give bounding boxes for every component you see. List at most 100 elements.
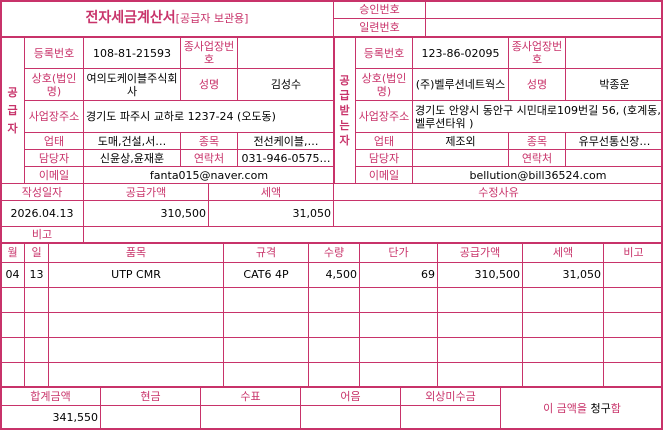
- item-month: [0, 361, 25, 388]
- approval-label: 승인번호: [333, 0, 426, 19]
- item-tax: [522, 361, 604, 388]
- sub-no-label: 종사업장번호: [180, 37, 238, 69]
- supplier-reg-no: 108-81-21593: [83, 37, 181, 69]
- receiver-biz-type: 제조외: [412, 132, 509, 150]
- credit-amount: [400, 404, 501, 430]
- cash-amount: [100, 404, 201, 430]
- supplier-biz-type: 도매,건설,서…: [83, 132, 181, 150]
- page-title: 전자세금계산서[공급자 보관용]: [0, 0, 334, 38]
- serial-value: [425, 18, 663, 38]
- item-tax: [522, 336, 604, 363]
- contact-label: 담당자: [355, 149, 413, 167]
- item-spec: CAT6 4P: [223, 261, 309, 288]
- item-row: [0, 311, 663, 338]
- item-qty: [308, 311, 360, 338]
- total-header: 합계금액: [0, 386, 101, 406]
- biz-item-label: 종목: [508, 132, 566, 150]
- check-header: 수표: [200, 386, 301, 406]
- address-label: 사업장주소: [355, 100, 413, 133]
- receiver-contact: [412, 149, 509, 167]
- col-day: 일: [24, 242, 49, 263]
- item-qty: [308, 361, 360, 388]
- reason-header: 수정사유: [333, 183, 663, 201]
- item-note: [603, 336, 663, 363]
- item-note: [603, 311, 663, 338]
- supplier-phone: 031-946-0575…: [237, 149, 335, 167]
- col-month: 월: [0, 242, 25, 263]
- item-day: [24, 311, 49, 338]
- items-header-row: 월 일 품목 규격 수량 단가 공급가액 세액 비고: [0, 242, 663, 263]
- receiver-address: 경기도 안양시 동안구 시민대로109번길 56, (호계동,벨루션타워 ): [412, 100, 663, 133]
- item-qty: [308, 286, 360, 313]
- receiver-biz-item: 유무선통신장…: [565, 132, 663, 150]
- biz-item-label: 종목: [180, 132, 238, 150]
- item-tax: [522, 286, 604, 313]
- date-header: 작성일자: [0, 183, 84, 201]
- tax-amount: 31,050: [208, 200, 334, 227]
- item-item: [48, 336, 224, 363]
- totals-table: 합계금액 현금 수표 어음 외상미수금 이 금액을 청구함 341,550: [0, 386, 663, 430]
- supplier-sub-no: [237, 37, 335, 69]
- item-unit-price: [359, 311, 438, 338]
- item-row: [0, 286, 663, 313]
- item-item: UTP CMR: [48, 261, 224, 288]
- biz-type-label: 업태: [24, 132, 84, 150]
- item-note: [603, 361, 663, 388]
- supplier-contact: 신윤상,윤재훈: [83, 149, 181, 167]
- item-spec: [223, 361, 309, 388]
- item-month: [0, 286, 25, 313]
- col-note: 비고: [603, 242, 663, 263]
- serial-label: 일련번호: [333, 18, 426, 38]
- biz-type-label: 업태: [355, 132, 413, 150]
- cash-header: 현금: [100, 386, 201, 406]
- item-supply: [437, 336, 523, 363]
- supplier-email: fanta015@naver.com: [83, 166, 335, 184]
- item-supply: [437, 361, 523, 388]
- item-month: [0, 336, 25, 363]
- item-unit-price: 69: [359, 261, 438, 288]
- item-item: [48, 286, 224, 313]
- item-qty: [308, 336, 360, 363]
- supply-amount: 310,500: [83, 200, 209, 227]
- summary-table: 작성일자 공급가액 세액 수정사유 2026.04.13 310,500 31,…: [0, 183, 663, 243]
- item-spec: [223, 311, 309, 338]
- reg-no-label: 등록번호: [24, 37, 84, 69]
- phone-label: 연락처: [508, 149, 566, 167]
- name-label: 성명: [508, 68, 566, 101]
- item-month: [0, 311, 25, 338]
- phone-label: 연락처: [180, 149, 238, 167]
- col-tax: 세액: [522, 242, 604, 263]
- receiver-table: 공급받는자 등록번호 123-86-02095 종사업장번호 상호(법인명) (…: [333, 37, 663, 184]
- company-label: 상호(법인명): [24, 68, 84, 101]
- claim-statement: 이 금액을 청구함: [500, 386, 663, 430]
- supplier-name: 김성수: [237, 68, 335, 101]
- receiver-name: 박종운: [565, 68, 663, 101]
- item-tax: [522, 311, 604, 338]
- note-bill-amount: [300, 404, 401, 430]
- revision-reason: [333, 200, 663, 227]
- item-day: [24, 286, 49, 313]
- name-label: 성명: [180, 68, 238, 101]
- item-day: [24, 336, 49, 363]
- item-supply: [437, 286, 523, 313]
- col-supply: 공급가액: [437, 242, 523, 263]
- item-unit-price: [359, 336, 438, 363]
- credit-header: 외상미수금: [400, 386, 501, 406]
- col-unit-price: 단가: [359, 242, 438, 263]
- item-unit-price: [359, 286, 438, 313]
- tax-header: 세액: [208, 183, 334, 201]
- header-table: 전자세금계산서[공급자 보관용] 승인번호 일련번호: [0, 0, 663, 38]
- note-label: 비고: [0, 226, 84, 243]
- item-qty: 4,500: [308, 261, 360, 288]
- receiver-phone: [565, 149, 663, 167]
- receiver-company: (주)벨루션네트웍스: [412, 68, 509, 101]
- item-spec: [223, 336, 309, 363]
- note-bill-header: 어음: [300, 386, 401, 406]
- item-note: [603, 286, 663, 313]
- email-label: 이메일: [355, 166, 413, 184]
- email-label: 이메일: [24, 166, 84, 184]
- items-table: 월 일 품목 규격 수량 단가 공급가액 세액 비고 04 13 UTP CMR CA…: [0, 242, 663, 388]
- check-amount: [200, 404, 301, 430]
- col-spec: 규격: [223, 242, 309, 263]
- supplier-company: 여의도케이블주식회사: [83, 68, 181, 101]
